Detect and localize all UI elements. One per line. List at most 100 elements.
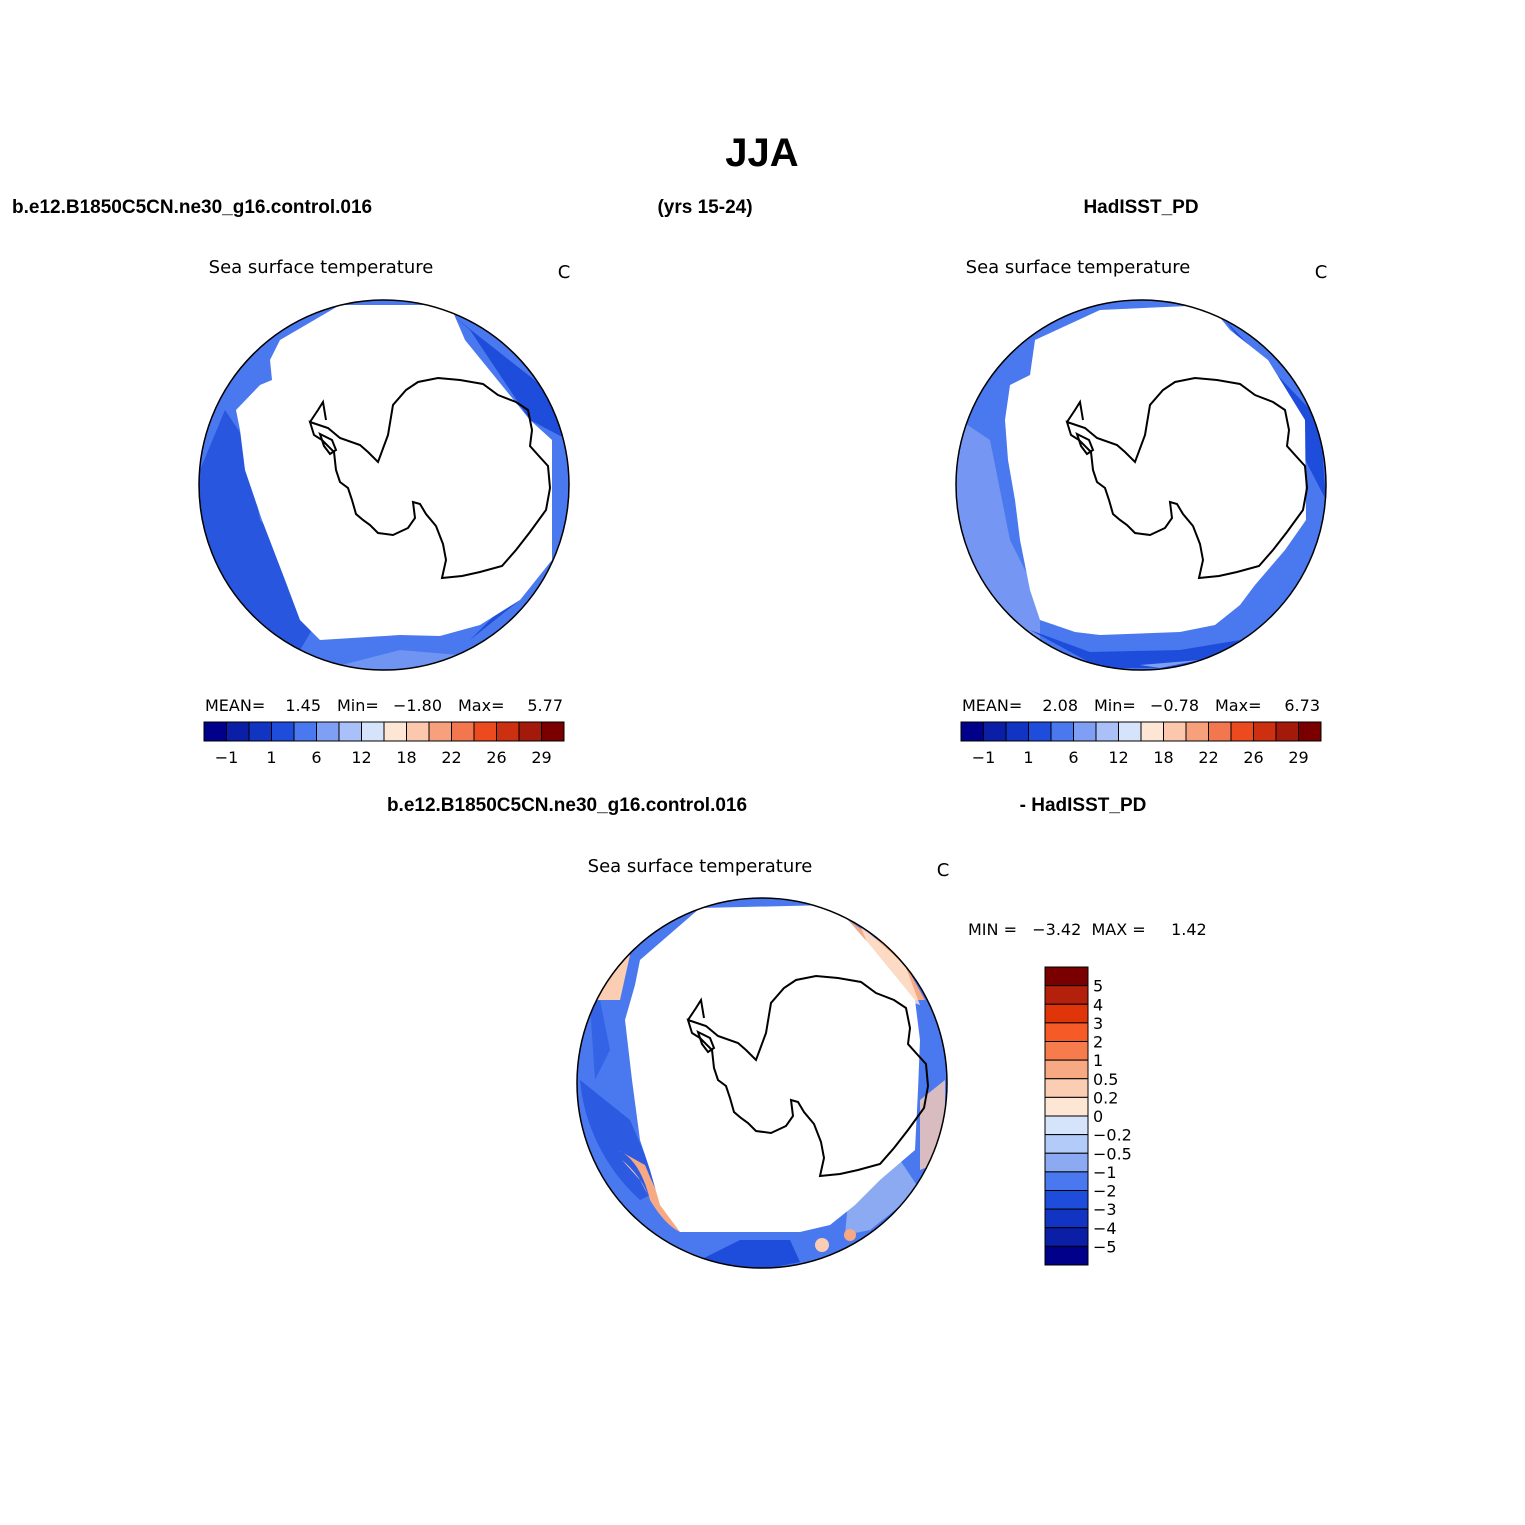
colorbar-obs-swatch bbox=[1028, 721, 1052, 742]
colorbar-model-swatch bbox=[451, 721, 475, 742]
panel-obs-max-label: Max= bbox=[1215, 696, 1261, 715]
colorbar-diff-swatch bbox=[1044, 1115, 1089, 1136]
colorbar-model-tick-label: 22 bbox=[441, 748, 461, 767]
panel-obs-mean: 2.08 bbox=[1042, 696, 1078, 715]
colorbar-model-swatch bbox=[496, 721, 520, 742]
colorbar-obs-swatch bbox=[1005, 721, 1029, 742]
panel-obs-max: 6.73 bbox=[1284, 696, 1320, 715]
colorbar-obs-tick-label: 22 bbox=[1198, 748, 1218, 767]
colorbar-obs-tick-label: −1 bbox=[972, 748, 996, 767]
colorbar-diff-swatch bbox=[1044, 1096, 1089, 1117]
years-label: (yrs 15-24) bbox=[657, 197, 752, 218]
polar-map-diff bbox=[577, 898, 947, 1268]
colorbar-diff-swatch bbox=[1044, 966, 1089, 987]
colorbar-obs-swatch bbox=[1230, 721, 1254, 742]
colorbar-model-swatch bbox=[226, 721, 250, 742]
colorbar-obs-tick-label: 18 bbox=[1153, 748, 1173, 767]
colorbar-diff-tick-label: 0.2 bbox=[1093, 1088, 1118, 1107]
colorbar-diff-tick-label: −4 bbox=[1093, 1219, 1117, 1238]
colorbar-obs-swatch bbox=[1163, 721, 1187, 742]
panel-model: Sea surface temperature C MEAN= 1.45 Min… bbox=[198, 257, 571, 767]
colorbar-obs-swatch bbox=[1050, 721, 1074, 742]
panel-obs-mean-label: MEAN= bbox=[962, 696, 1022, 715]
colorbar-diff-swatch bbox=[1044, 1208, 1089, 1229]
colorbar-diff-tick-label: −2 bbox=[1093, 1182, 1117, 1201]
colorbar-model-tick-label: −1 bbox=[215, 748, 239, 767]
colorbar-diff-swatch bbox=[1044, 1059, 1089, 1080]
colorbar-obs-swatch bbox=[1275, 721, 1299, 742]
colorbar-diff-tick-label: 1 bbox=[1093, 1051, 1103, 1070]
colorbar-model: −1 1 6 12 18 22 26 29 bbox=[203, 721, 565, 767]
colorbar-obs-swatch bbox=[1185, 721, 1209, 742]
colorbar-obs-swatch bbox=[1140, 721, 1164, 742]
colorbar-obs-swatch bbox=[1073, 721, 1097, 742]
panel-model-min-label: Min= bbox=[337, 696, 379, 715]
diff-obs-label: - HadISST_PD bbox=[1020, 795, 1147, 816]
panel-obs-variable: Sea surface temperature bbox=[966, 257, 1191, 278]
colorbar-model-tick-label: 26 bbox=[486, 748, 506, 767]
colorbar-model-swatch bbox=[316, 721, 340, 742]
colorbar-diff-tick-label: −5 bbox=[1093, 1237, 1117, 1256]
colorbar-model-swatch bbox=[293, 721, 317, 742]
colorbar-diff-swatch bbox=[1044, 1190, 1089, 1210]
colorbar-diff-swatch bbox=[1044, 1134, 1089, 1154]
colorbar-model-tick-label: 6 bbox=[311, 748, 321, 767]
colorbar-model-swatch bbox=[271, 721, 295, 742]
panel-diff: Sea surface temperature C MIN = −3.42 MA… bbox=[576, 856, 1207, 1269]
colorbar-diff-swatch bbox=[1044, 1078, 1089, 1098]
colorbar-model-swatch bbox=[338, 721, 362, 742]
panel-obs-units: C bbox=[1315, 262, 1328, 283]
polar-map-obs bbox=[956, 300, 1326, 670]
polar-map-model bbox=[199, 300, 569, 670]
colorbar-diff-swatch bbox=[1044, 1022, 1089, 1042]
colorbar-obs: −1 1 6 12 18 22 26 29 bbox=[960, 721, 1322, 767]
colorbar-diff-tick-label: −3 bbox=[1093, 1200, 1117, 1219]
colorbar-diff-tick-label: −0.5 bbox=[1093, 1144, 1132, 1163]
colorbar-diff-tick-label: 4 bbox=[1093, 995, 1103, 1014]
colorbar-diff-swatch bbox=[1044, 1171, 1089, 1191]
colorbar-obs-tick-label: 12 bbox=[1108, 748, 1128, 767]
colorbar-model-tick-label: 12 bbox=[351, 748, 371, 767]
colorbar-obs-swatch bbox=[983, 721, 1007, 742]
colorbar-model-tick-label: 29 bbox=[531, 748, 551, 767]
panel-model-max-label: Max= bbox=[458, 696, 504, 715]
colorbar-diff-tick-label: 0 bbox=[1093, 1107, 1103, 1126]
diff-case-label: b.e12.B1850C5CN.ne30_g16.control.016 bbox=[387, 795, 747, 816]
colorbar-model-swatch bbox=[406, 721, 430, 742]
colorbar-obs-swatch bbox=[1095, 721, 1119, 742]
colorbar-model-swatch bbox=[383, 721, 407, 742]
panel-obs-min-label: Min= bbox=[1094, 696, 1136, 715]
colorbar-diff-swatch bbox=[1044, 1003, 1089, 1024]
figure-title: JJA bbox=[725, 131, 798, 175]
panel-diff-minmax: MIN = −3.42 MAX = 1.42 bbox=[968, 920, 1207, 939]
colorbar-model-swatch bbox=[248, 721, 272, 742]
colorbar-diff-tick-label: −0.2 bbox=[1093, 1126, 1132, 1145]
colorbar-model-swatch bbox=[473, 721, 497, 742]
colorbar-diff-tick-label: 3 bbox=[1093, 1014, 1103, 1033]
colorbar-diff-tick-label: −1 bbox=[1093, 1163, 1117, 1182]
colorbar-diff-tick-label: 5 bbox=[1093, 977, 1103, 996]
colorbar-obs-swatch bbox=[960, 721, 984, 742]
colorbar-diff-swatch bbox=[1044, 1245, 1089, 1266]
colorbar-obs-tick-label: 26 bbox=[1243, 748, 1263, 767]
colorbar-model-swatch bbox=[428, 721, 452, 742]
colorbar-diff-swatch bbox=[1044, 1041, 1089, 1061]
obs-name: HadISST_PD bbox=[1083, 197, 1198, 218]
panel-obs: Sea surface temperature C MEAN= 2.08 Min… bbox=[955, 257, 1328, 767]
colorbar-diff-tick-label: 0.5 bbox=[1093, 1070, 1118, 1089]
colorbar-obs-swatch bbox=[1253, 721, 1277, 742]
panel-model-mean-label: MEAN= bbox=[205, 696, 265, 715]
case-name: b.e12.B1850C5CN.ne30_g16.control.016 bbox=[12, 197, 372, 218]
colorbar-obs-swatch bbox=[1118, 721, 1142, 742]
colorbar-obs-tick-label: 29 bbox=[1288, 748, 1308, 767]
colorbar-obs-tick-label: 6 bbox=[1068, 748, 1078, 767]
colorbar-model-swatch bbox=[203, 721, 227, 742]
colorbar-obs-tick-label: 1 bbox=[1023, 748, 1033, 767]
panel-obs-min: −0.78 bbox=[1150, 696, 1199, 715]
panel-model-units: C bbox=[558, 262, 571, 283]
panel-model-min: −1.80 bbox=[393, 696, 442, 715]
panel-model-variable: Sea surface temperature bbox=[209, 257, 434, 278]
colorbar-diff-swatch bbox=[1044, 985, 1089, 1005]
